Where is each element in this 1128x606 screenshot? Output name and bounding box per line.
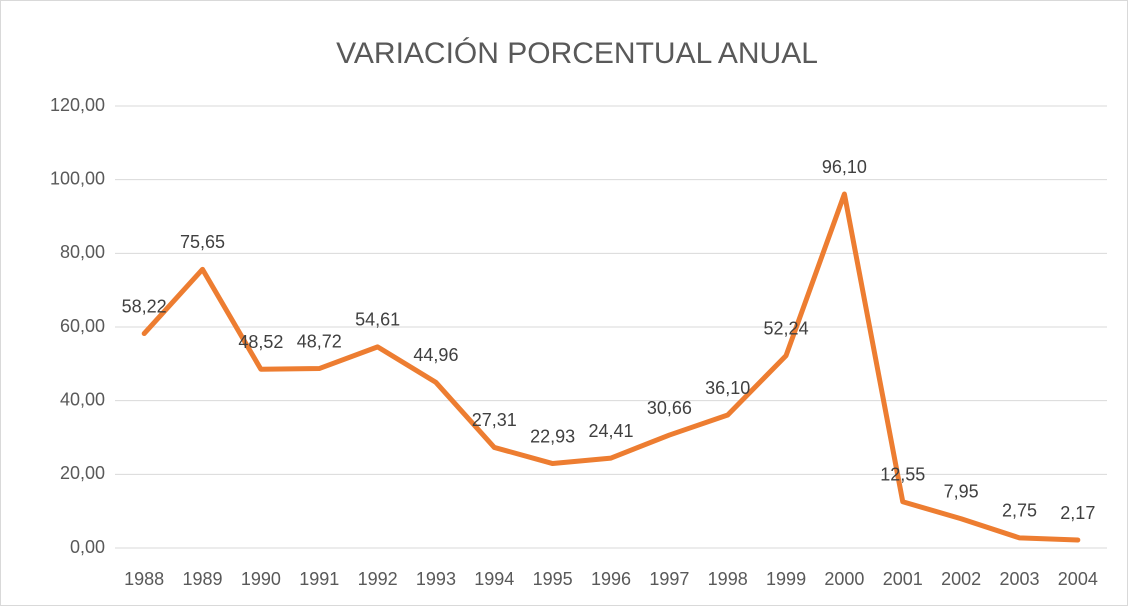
data-label: 96,10 [822,157,867,177]
data-label: 58,22 [122,296,167,316]
y-tick-label: 20,00 [60,463,105,483]
data-label: 27,31 [472,410,517,430]
x-tick-label: 2004 [1058,569,1098,589]
data-label: 7,95 [944,481,979,501]
x-tick-label: 2003 [999,569,1039,589]
y-tick-label: 0,00 [70,537,105,557]
x-tick-label: 1992 [358,569,398,589]
x-tick-label: 1994 [474,569,514,589]
y-tick-label: 100,00 [50,168,105,188]
x-tick-label: 1999 [766,569,806,589]
x-tick-label: 1995 [533,569,573,589]
data-label: 30,66 [647,398,692,418]
data-label: 48,72 [297,331,342,351]
x-tick-label: 2000 [824,569,864,589]
y-tick-label: 60,00 [60,316,105,336]
y-tick-label: 80,00 [60,242,105,262]
x-tick-label: 1991 [299,569,339,589]
data-label: 2,75 [1002,501,1037,521]
data-line [141,191,1081,543]
x-tick-label: 1989 [183,569,223,589]
data-label: 36,10 [705,378,750,398]
data-label: 52,24 [764,318,809,338]
x-tick-label: 1998 [708,569,748,589]
y-tick-label: 120,00 [50,95,105,115]
data-label: 2,17 [1060,503,1095,523]
x-tick-label: 1988 [124,569,164,589]
x-tick-label: 1990 [241,569,281,589]
data-label: 75,65 [180,232,225,252]
data-label: 22,93 [530,426,575,446]
y-tick-label: 40,00 [60,389,105,409]
x-tick-label: 2001 [883,569,923,589]
x-tick-label: 1993 [416,569,456,589]
x-tick-label: 1997 [649,569,689,589]
data-label: 24,41 [588,421,633,441]
data-label: 54,61 [355,310,400,330]
data-label: 12,55 [880,465,925,485]
data-label: 44,96 [413,345,458,365]
x-tick-label: 1996 [591,569,631,589]
x-tick-label: 2002 [941,569,981,589]
chart-title: VARIACIÓN PORCENTUAL ANUAL [336,37,818,70]
data-label: 48,52 [238,332,283,352]
